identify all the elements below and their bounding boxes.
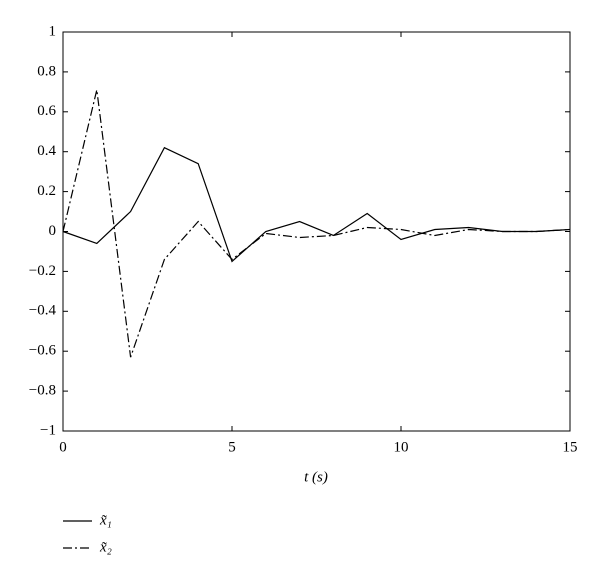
y-tick-label: −0.2	[29, 263, 56, 279]
x-axis-label: t (s)	[304, 469, 328, 485]
x-tick-label: 10	[394, 439, 409, 455]
y-tick-label: 0.4	[37, 143, 56, 159]
x-tick-label: 5	[228, 439, 236, 455]
y-tick-label: 0.6	[37, 103, 56, 119]
y-tick-label: −0.6	[29, 343, 57, 359]
y-tick-label: 1	[49, 23, 57, 39]
y-tick-label: 0.8	[37, 63, 56, 79]
x-tick-label: 15	[563, 439, 578, 455]
y-tick-label: 0.2	[37, 183, 56, 199]
x-tick-label: 0	[59, 439, 67, 455]
series-line	[62, 89, 571, 358]
legend-label: x̃₁	[99, 512, 112, 528]
y-tick-label: −1	[40, 422, 56, 438]
y-tick-label: −0.4	[29, 303, 57, 319]
legend-label: x̃₂	[99, 539, 112, 555]
plot-frame	[62, 31, 571, 432]
series-line	[62, 146, 571, 263]
y-tick-label: −0.8	[29, 383, 56, 399]
y-tick-label: 0	[49, 223, 57, 239]
